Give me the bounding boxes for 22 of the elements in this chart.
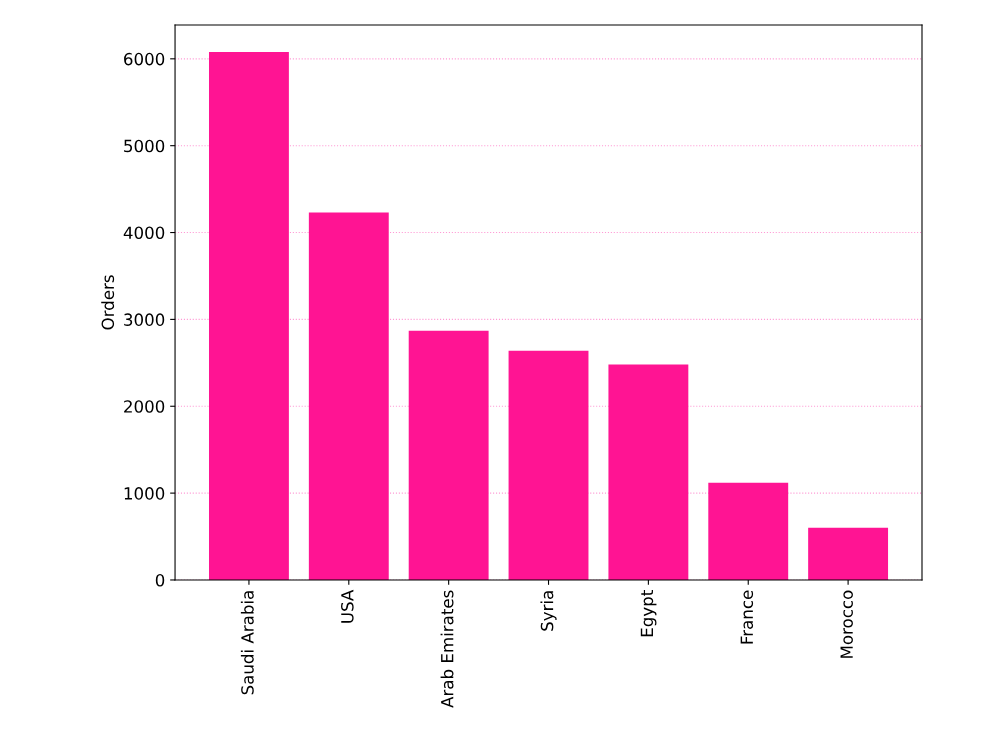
bar (608, 364, 689, 580)
y-axis-title: Orders (101, 275, 115, 330)
x-tick-label: USA (341, 589, 354, 623)
bar (508, 350, 589, 580)
x-tick-label: Morocco (840, 590, 853, 658)
y-tick-label: 1000 (124, 487, 165, 500)
x-tick-label: Syria (540, 591, 557, 631)
y-tick-label: 6000 (124, 52, 165, 66)
y-tick-label: 4000 (123, 226, 165, 240)
x-tick-label: Saudi Arabia (240, 591, 254, 695)
x-tick-label: France (740, 590, 754, 644)
bar (209, 51, 289, 580)
x-tick-label: Egypt (640, 590, 657, 637)
x-tick-label: Arab Emirates (440, 590, 454, 708)
y-tick-label: 2000 (124, 400, 165, 413)
bar (808, 527, 889, 580)
y-tick-label: 0 (155, 573, 165, 587)
y-tick-label: 5000 (124, 139, 165, 153)
bar (408, 330, 489, 580)
y-tick-label: 3000 (124, 313, 165, 326)
bar (708, 482, 789, 580)
bar (308, 212, 389, 580)
